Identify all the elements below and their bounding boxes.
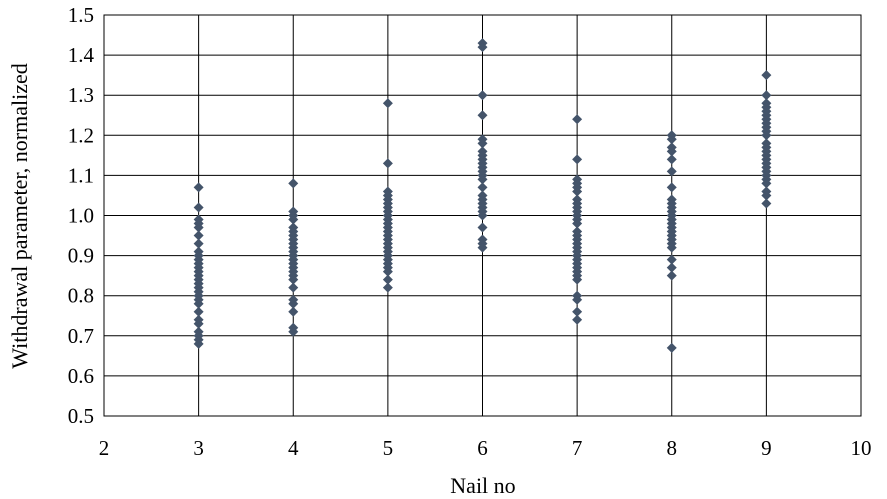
data-point [193,338,204,349]
data-point [193,306,204,317]
x-tick-label: 8 [667,436,678,460]
x-tick-label: 9 [761,436,772,460]
data-point [288,326,299,337]
data-point [666,242,677,253]
data-point [193,318,204,329]
data-point [477,174,488,185]
y-tick-label: 1.3 [68,83,94,107]
plot-area-frame [103,14,862,417]
y-tick-label: 1.2 [68,123,94,147]
data-point [193,202,204,213]
x-tick-label: 2 [99,436,110,460]
data-point [477,182,488,193]
data-point [193,230,204,241]
data-point [382,274,393,285]
data-point [477,42,488,53]
y-tick-label: 1.4 [68,43,95,67]
data-point [288,274,299,285]
data-point [572,314,583,325]
x-axis-title: Nail no [450,473,515,498]
data-point [288,214,299,225]
data-point [761,198,772,209]
data-point [666,146,677,157]
data-point [288,282,299,293]
data-point [477,90,488,101]
x-axis-ticks: 2 3 4 5 6 7 8 9 10 [99,436,872,460]
data-point [572,274,583,285]
data-point [477,110,488,121]
data-point [382,266,393,277]
data-point [666,182,677,193]
y-axis-title: Withdrawal parameter, normalized [7,63,32,368]
data-point [761,70,772,81]
y-tick-label: 1.0 [68,204,94,228]
x-tick-label: 7 [572,436,583,460]
y-tick-label: 1.5 [68,3,94,27]
y-tick-label: 0.8 [68,284,94,308]
data-point [666,254,677,265]
data-point [572,154,583,165]
data-point [761,178,772,189]
data-point [193,182,204,193]
data-point [666,342,677,353]
data-point [193,238,204,249]
x-tick-label: 5 [383,436,394,460]
y-tick-label: 0.5 [68,404,94,428]
data-points [193,38,772,353]
data-point [477,222,488,233]
y-tick-label: 0.7 [68,324,94,348]
data-point [477,242,488,253]
data-point [193,298,204,309]
data-point [572,218,583,229]
data-point [572,114,583,125]
x-tick-label: 10 [851,436,872,460]
data-point [761,190,772,201]
data-point [666,270,677,281]
data-point [572,186,583,197]
y-tick-label: 1.1 [68,163,94,187]
data-point [382,98,393,109]
data-point [477,138,488,149]
data-point [666,262,677,273]
data-point [477,210,488,221]
data-point [382,158,393,169]
data-point [288,306,299,317]
data-point [288,178,299,189]
data-point [666,134,677,145]
data-point [193,222,204,233]
data-point [761,130,772,141]
y-tick-label: 0.6 [68,364,94,388]
data-point [572,306,583,317]
data-point [572,294,583,305]
x-tick-label: 6 [477,436,488,460]
y-tick-label: 0.9 [68,244,94,268]
data-point [288,298,299,309]
x-tick-label: 4 [288,436,299,460]
data-point [666,166,677,177]
y-axis-ticks: 0.5 0.6 0.7 0.8 0.9 1.0 1.1 1.2 1.3 1.4 1.5 [68,3,95,428]
x-tick-label: 3 [193,436,204,460]
data-point [382,282,393,293]
data-point [666,154,677,165]
data-point [761,90,772,101]
